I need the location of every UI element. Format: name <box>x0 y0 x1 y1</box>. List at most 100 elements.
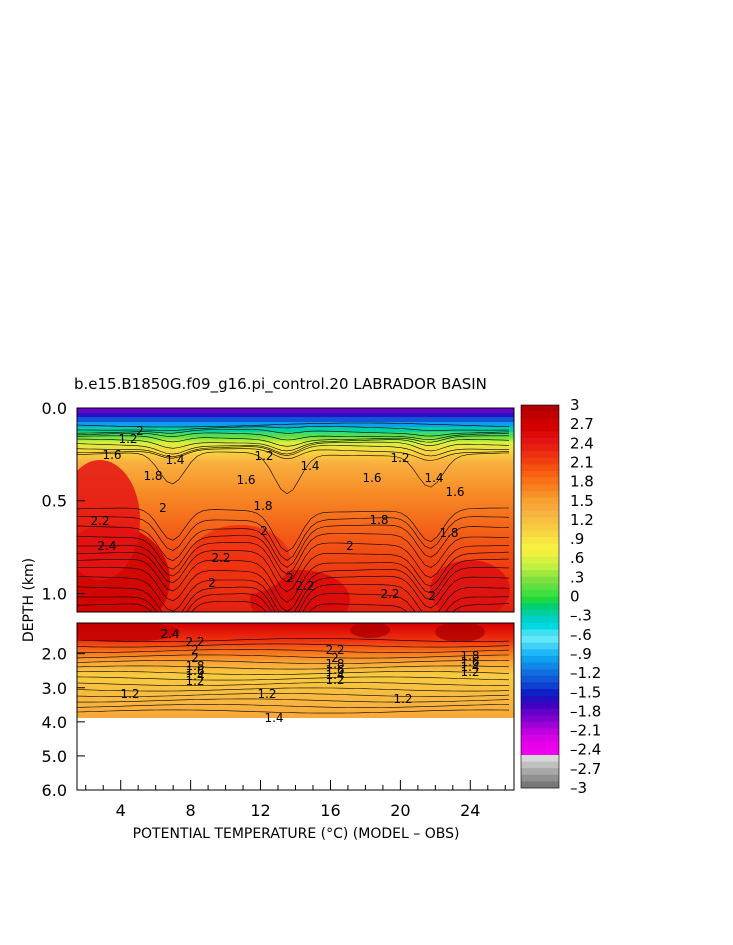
contour-label: 1.2 <box>325 673 344 687</box>
colorbar-label: –1.8 <box>570 702 601 720</box>
colorbar-swatch <box>521 642 559 650</box>
contour-line <box>77 665 510 670</box>
colorbar-swatch <box>521 556 559 564</box>
contour-label: 1.2 <box>257 687 276 701</box>
contour-label: 2.2 <box>380 587 399 601</box>
contour-line <box>77 687 510 692</box>
contour-label: 1.2 <box>460 665 479 679</box>
contour-line <box>77 698 510 703</box>
warm-patch <box>435 623 485 642</box>
colorbar-label: –.9 <box>570 645 592 663</box>
contour-line <box>77 435 509 447</box>
colorbar-label: –2.4 <box>570 741 601 759</box>
contour-label: 2 <box>331 651 339 665</box>
colorbar-label: –2.1 <box>570 722 601 740</box>
contour-label: 1.2 <box>120 687 139 701</box>
colorbar-label: 2.1 <box>570 453 594 471</box>
colorbar-label: 2.4 <box>570 434 594 452</box>
colorbar-swatch <box>521 622 559 630</box>
colorbar-swatch <box>521 537 559 544</box>
contour-line <box>77 533 510 575</box>
contour-line <box>77 704 510 708</box>
colorbar-swatch <box>521 583 559 591</box>
colorbar-swatch <box>521 530 559 538</box>
colorbar-swatch <box>521 655 559 663</box>
contour-line <box>77 432 510 441</box>
contour-line <box>77 524 510 568</box>
contour-line <box>77 441 510 455</box>
colorbar-label: .9 <box>570 530 584 548</box>
contour-label: 2 <box>136 424 144 438</box>
colorbar-swatch <box>521 695 559 703</box>
colorbar-swatch <box>521 781 559 789</box>
contour-line <box>77 601 510 612</box>
contour-label: 1.8 <box>143 469 162 483</box>
contour-label: 1.6 <box>325 663 344 677</box>
colorbar-label: –2.7 <box>570 760 601 778</box>
contour-label: 1.6 <box>445 485 464 499</box>
colorbar-swatch <box>521 477 559 485</box>
contour-line <box>77 709 510 714</box>
contour-label: 1.8 <box>185 659 204 673</box>
colorbar-label: 0 <box>570 588 580 606</box>
x-tick-label: 24 <box>460 801 480 820</box>
contour-line <box>77 567 510 612</box>
contour-label: 1.2 <box>118 432 137 446</box>
contour-line <box>77 516 510 561</box>
contour-label: 2.4 <box>160 627 179 641</box>
upper-frame <box>76 407 515 613</box>
colorbar-swatch <box>521 662 559 670</box>
colorbar-swatch <box>521 517 559 525</box>
colorbar-swatch <box>521 497 559 505</box>
colorbar-swatch <box>521 741 559 749</box>
contour-line <box>77 451 510 495</box>
colorbar-label: 2.7 <box>570 415 594 433</box>
contour-line <box>77 542 510 583</box>
colorbar-label: 1.8 <box>570 473 594 491</box>
colorbar-label: –.3 <box>570 607 592 625</box>
colorbar-label: –3 <box>570 779 587 797</box>
contour-label: 2 <box>191 643 199 657</box>
surface-band <box>77 413 514 417</box>
colorbar-swatch <box>521 649 559 657</box>
colorbar-label: 1.5 <box>570 492 594 510</box>
contour-label: 2 <box>208 576 216 590</box>
contour-label: 1.2 <box>254 449 273 463</box>
warm-patch <box>350 623 390 638</box>
surface-band <box>77 417 514 422</box>
chart-title: b.e15.B1850G.f09_g16.pi_control.20 LABRA… <box>74 375 487 394</box>
colorbar-swatch <box>521 669 559 677</box>
contour-line <box>77 507 509 552</box>
x-axis-label: POTENTIAL TEMPERATURE (°C) (MODEL – OBS) <box>133 826 460 842</box>
colorbar-label: –.6 <box>570 626 592 644</box>
colorbar-frame <box>520 404 560 789</box>
colorbar-label: .6 <box>570 549 584 567</box>
colorbar-swatch <box>521 490 559 498</box>
colorbar-swatch <box>521 682 559 690</box>
colorbar-swatch <box>521 457 559 465</box>
colorbar-swatch <box>521 510 559 518</box>
colorbar-swatch <box>521 438 559 445</box>
y-tick-label: 3.0 <box>42 679 67 698</box>
colorbar-swatch <box>521 550 559 558</box>
colorbar-swatch <box>521 768 559 776</box>
colorbar-swatch <box>521 431 559 439</box>
contour-line <box>77 438 510 452</box>
contour-label: 2.2 <box>185 635 204 649</box>
colorbar-swatch <box>521 589 559 597</box>
colorbar-swatch <box>521 616 559 624</box>
colorbar-swatch <box>521 721 559 729</box>
contour-label: 1.8 <box>325 657 344 671</box>
upper-panel <box>77 408 514 612</box>
contour-label: 2 <box>159 501 167 515</box>
x-tick-label: 8 <box>186 801 196 820</box>
contour-line <box>77 593 509 612</box>
contour-line <box>77 575 510 612</box>
colorbar-label: .3 <box>570 568 584 586</box>
x-tick-label: 12 <box>250 801 270 820</box>
colorbar-swatch <box>521 708 559 716</box>
colorbar-swatch <box>521 688 559 696</box>
colorbar-swatch <box>521 603 559 610</box>
contour-line <box>77 671 510 675</box>
y-tick-label: 4.0 <box>42 713 67 732</box>
